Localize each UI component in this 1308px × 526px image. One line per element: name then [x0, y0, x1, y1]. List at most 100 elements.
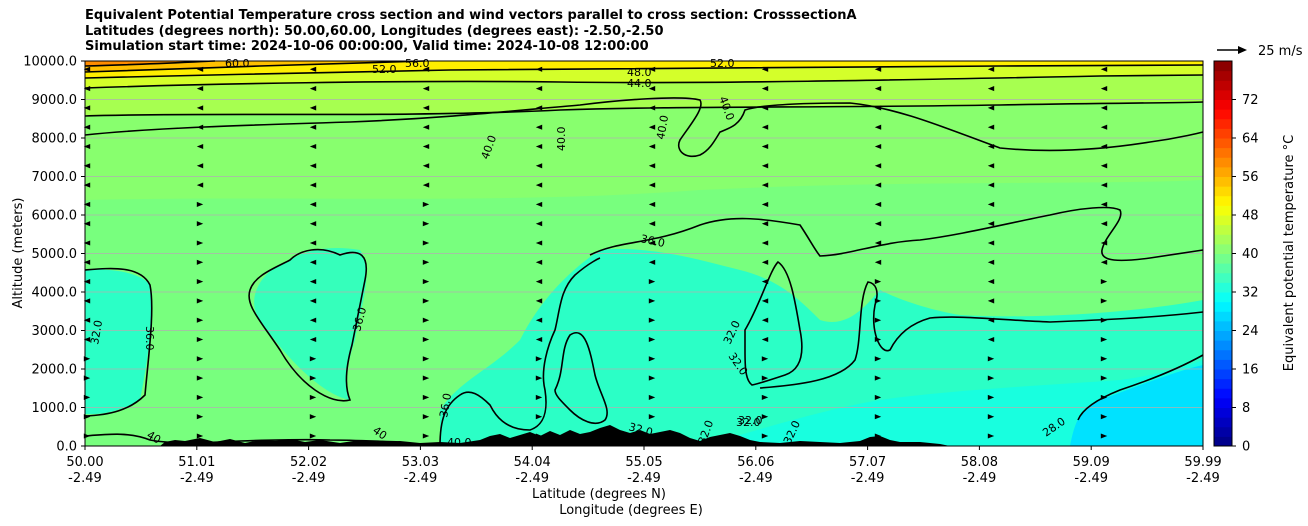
- wind-vector: [874, 66, 882, 72]
- wind-vector: [422, 240, 430, 246]
- wind-vector: [83, 279, 91, 285]
- wind-vector: [648, 86, 656, 92]
- wind-vector: [648, 240, 656, 246]
- wind-vector: [987, 298, 995, 304]
- wind-vector: [83, 221, 91, 227]
- wind-vector: [987, 394, 995, 400]
- x-tick-label-lon: -2.49: [1186, 471, 1220, 486]
- contour-32-central-a: [554, 332, 608, 425]
- wind-vector: [309, 279, 317, 285]
- contour-label: 36.0: [350, 306, 369, 333]
- wind-vector: [648, 182, 656, 188]
- colorbar-band: [1214, 89, 1232, 100]
- quiver-key-arrowhead: [1238, 46, 1247, 54]
- wind-vector: [1100, 375, 1108, 381]
- colorbar-band: [1214, 147, 1232, 158]
- colorbar-band: [1214, 205, 1232, 216]
- wind-vector: [309, 124, 317, 130]
- colorbar-tick-label: 40: [1242, 247, 1259, 262]
- wind-vector: [874, 375, 882, 381]
- wind-vector: [648, 336, 656, 343]
- contour-40-lower: [84, 433, 401, 444]
- wind-vector: [83, 143, 91, 150]
- wind-vector: [422, 336, 430, 343]
- y-tick-label: 0.0: [56, 440, 77, 455]
- wind-vector: [1100, 66, 1108, 72]
- colorbar-tick-label: 16: [1242, 363, 1259, 378]
- wind-vector: [535, 240, 543, 246]
- wind-vector: [309, 66, 317, 72]
- colorbar-band: [1214, 166, 1232, 177]
- wind-vector: [196, 221, 204, 227]
- wind-vector: [987, 86, 995, 92]
- colorbar-tick-label: 48: [1242, 209, 1259, 224]
- wind-vector: [83, 317, 91, 323]
- wind-vector: [874, 221, 882, 227]
- wind-vector: [874, 163, 882, 169]
- contour-label: 36.0: [143, 326, 156, 351]
- colorbar-tick-label: 32: [1242, 286, 1259, 301]
- wind-vector: [987, 201, 995, 207]
- chart-title: Equivalent Potential Temperature cross s…: [85, 8, 857, 55]
- contour-40-upper: [84, 97, 1204, 158]
- wind-vector: [987, 279, 995, 285]
- title-line-3: Simulation start time: 2024-10-06 00:00:…: [85, 39, 649, 54]
- wind-vector: [535, 86, 543, 92]
- colorbar-band: [1214, 436, 1232, 447]
- wind-vector: [535, 433, 543, 439]
- wind-vector: [422, 86, 430, 92]
- wind-vector: [196, 298, 204, 304]
- wind-vector: [422, 414, 430, 420]
- wind-vector: [1100, 259, 1108, 265]
- wind-vector: [196, 66, 204, 72]
- title-line-2: Latitudes (degrees north): 50.00,60.00, …: [85, 23, 664, 39]
- wind-vector: [648, 221, 656, 227]
- wind-vector: [422, 298, 430, 304]
- wind-vector: [535, 259, 543, 265]
- colorbar-band: [1214, 118, 1232, 129]
- wind-vector: [874, 182, 882, 188]
- x-tick-label-lat: 55.05: [625, 455, 662, 470]
- contour-label: 32.0: [88, 319, 105, 345]
- wind-vector: [987, 105, 995, 111]
- wind-vector: [874, 105, 882, 111]
- wind-vector: [535, 317, 543, 323]
- wind-vector: [874, 279, 882, 285]
- wind-vector: [648, 259, 656, 265]
- wind-vector: [874, 433, 882, 439]
- colorbar-band: [1214, 407, 1232, 418]
- colorbar-band: [1214, 397, 1232, 408]
- contour-label: 40.0: [447, 436, 472, 449]
- wind-vector: [987, 143, 995, 150]
- wind-vector: [83, 240, 91, 246]
- contour-32-right: [759, 281, 1204, 389]
- wind-vector: [1100, 240, 1108, 246]
- cool-region-far-right: [1070, 365, 1203, 446]
- x-tick-label-lon: -2.49: [292, 471, 326, 486]
- colorbar-band: [1214, 349, 1232, 360]
- wind-vector: [83, 201, 91, 207]
- contour-44: [84, 101, 1204, 117]
- contour-28: [1077, 354, 1204, 421]
- contour-label: 36.0: [437, 392, 454, 418]
- colorbar-tick-label: 72: [1242, 93, 1259, 108]
- x-tick-label-lon: -2.49: [627, 471, 661, 486]
- wind-vector: [987, 356, 995, 362]
- wind-vector: [1100, 356, 1108, 362]
- x-tick-label-lon: -2.49: [739, 471, 773, 486]
- colorbar-band: [1214, 426, 1232, 437]
- wind-vector: [309, 433, 317, 439]
- theta-e-contours: [84, 60, 1204, 447]
- wind-vector: [422, 182, 430, 188]
- wind-vector: [422, 317, 430, 323]
- wind-vector: [535, 163, 543, 169]
- wind-vector: [309, 298, 317, 304]
- wind-vector: [761, 201, 769, 207]
- x-tick-label-lat: 53.03: [402, 455, 439, 470]
- y-tick-label: 2000.0: [32, 363, 78, 378]
- wind-vector: [83, 259, 91, 265]
- wind-vector: [535, 356, 543, 362]
- wind-vector: [987, 66, 995, 72]
- contour-label: 36.0: [639, 232, 666, 250]
- wind-vector: [535, 182, 543, 188]
